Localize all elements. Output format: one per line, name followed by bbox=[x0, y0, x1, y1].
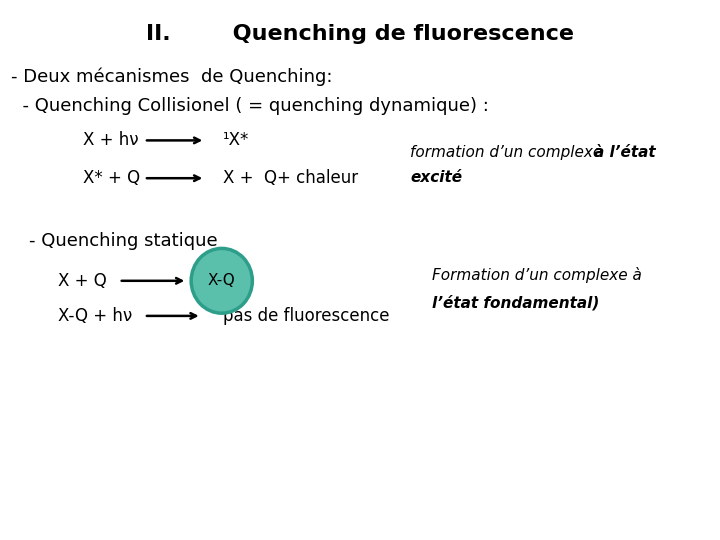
Text: à l’état: à l’état bbox=[594, 145, 656, 160]
Text: ¹X*: ¹X* bbox=[223, 131, 250, 150]
Text: excité: excité bbox=[410, 170, 462, 185]
Text: X +  Q+ chaleur: X + Q+ chaleur bbox=[223, 169, 359, 187]
Text: - Deux mécanismes  de Quenching:: - Deux mécanismes de Quenching: bbox=[11, 68, 333, 86]
Text: X* + Q: X* + Q bbox=[83, 169, 140, 187]
Text: X-Q + hν: X-Q + hν bbox=[58, 307, 132, 325]
Text: X + hν: X + hν bbox=[83, 131, 138, 150]
Ellipse shape bbox=[192, 248, 253, 313]
Text: l’état fondamental): l’état fondamental) bbox=[432, 295, 599, 310]
Text: pas de fluorescence: pas de fluorescence bbox=[223, 307, 390, 325]
Text: - Quenching statique: - Quenching statique bbox=[29, 232, 217, 250]
Text: X-Q: X-Q bbox=[208, 273, 235, 288]
Text: II.        Quenching de fluorescence: II. Quenching de fluorescence bbox=[146, 24, 574, 44]
Text: X + Q: X + Q bbox=[58, 272, 107, 290]
Text: Formation d’un complexe à: Formation d’un complexe à bbox=[432, 267, 642, 284]
Text: - Quenching Collisionel ( = quenching dynamique) :: - Quenching Collisionel ( = quenching dy… bbox=[11, 97, 489, 115]
Text: formation d’un complexe: formation d’un complexe bbox=[410, 145, 608, 160]
